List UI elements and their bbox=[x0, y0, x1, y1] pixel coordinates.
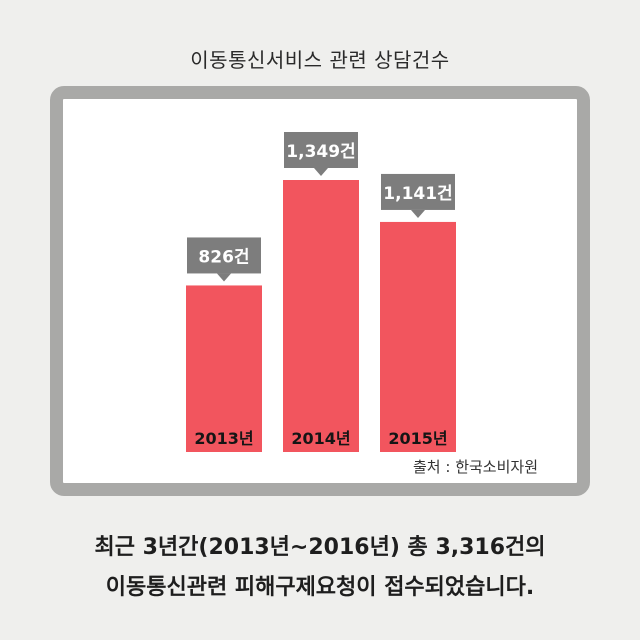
data-label-pointer-0 bbox=[217, 273, 231, 282]
bar-1 bbox=[283, 180, 359, 452]
data-label-pointer-2 bbox=[411, 209, 425, 218]
category-label-1: 2014년 bbox=[291, 429, 350, 448]
data-label-2: 1,141건 bbox=[383, 184, 452, 204]
category-label-0: 2013년 bbox=[194, 429, 253, 448]
bar-0 bbox=[186, 285, 262, 452]
data-label-0: 826건 bbox=[198, 247, 249, 267]
source-note: 출처 : 한국소비자원 bbox=[413, 458, 538, 476]
category-label-2: 2015년 bbox=[388, 429, 447, 448]
data-label-box-1 bbox=[284, 132, 358, 168]
data-label-box-2 bbox=[381, 173, 455, 210]
bar-2 bbox=[380, 221, 456, 452]
data-label-1: 1,349건 bbox=[286, 142, 355, 162]
chart-title: 이동통신서비스 관련 상담건수 bbox=[190, 48, 450, 72]
data-label-pointer-1 bbox=[314, 168, 328, 176]
data-label-box-0 bbox=[187, 237, 261, 274]
caption-line-2: 이동통신관련 피해구제요청이 접수되었습니다. bbox=[105, 575, 535, 600]
caption-line-1: 최근 3년간(2013년~2016년) 총 3,316건의 bbox=[94, 535, 546, 560]
summary-caption: 최근 3년간(2013년~2016년) 총 3,316건의 이동통신관련 피해구… bbox=[0, 528, 640, 608]
